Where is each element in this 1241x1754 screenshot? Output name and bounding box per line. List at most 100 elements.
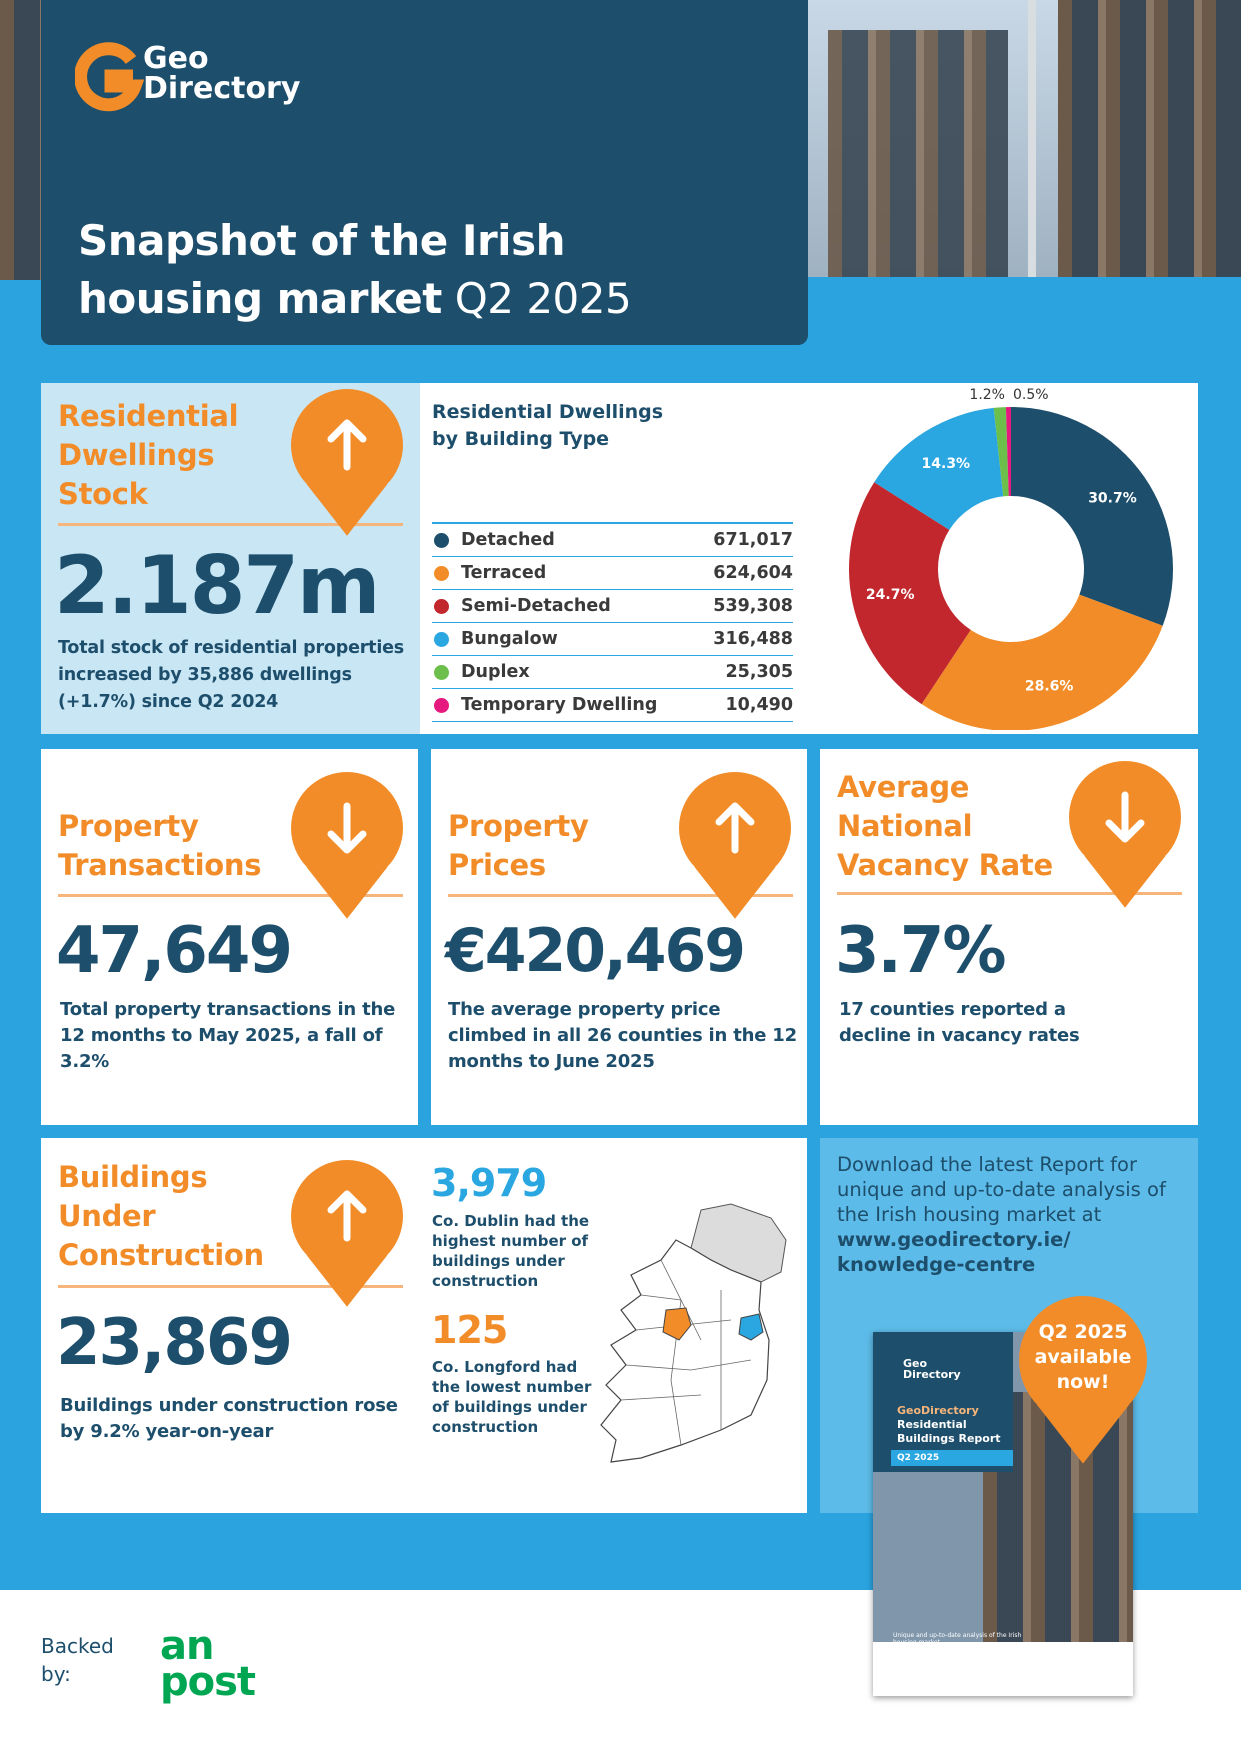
badge-line: Q2 2025 — [1038, 1321, 1128, 1343]
cover-tagline: Unique and up-to-date analysis of the Ir… — [893, 1632, 1022, 1646]
slice-label: 30.7% — [1088, 491, 1137, 507]
lowest-value: 125 — [431, 1308, 508, 1352]
slice-label: 24.7% — [866, 587, 915, 603]
building — [1058, 0, 1241, 277]
title-line: Buildings — [58, 1160, 208, 1194]
card-title: Residential Dwellings Stock — [58, 397, 239, 514]
title-line: Transactions — [58, 848, 262, 882]
slice-label: 28.6% — [1025, 678, 1074, 694]
title-rule — [58, 523, 403, 526]
legend-dot — [434, 566, 449, 581]
card-title: Average National Vacancy Rate — [837, 768, 1053, 885]
donut-slice — [1005, 407, 1011, 497]
title-line: Property — [448, 809, 589, 843]
title-line: Stock — [58, 477, 148, 511]
title-line: Construction — [58, 1238, 264, 1272]
backed-by: Backed by: — [41, 1634, 114, 1686]
card-description: 17 counties reported a decline in vacanc… — [839, 999, 1080, 1046]
legend-count: 316,488 — [713, 629, 793, 649]
slice-label: 0.5% — [1013, 387, 1049, 403]
dublin — [738, 1313, 764, 1341]
title-line: Property — [58, 809, 199, 843]
cover-title: GeoDirectory Residential Buildings Repor… — [897, 1404, 1001, 1446]
card-title: Property Transactions — [58, 807, 261, 885]
legend-label: Bungalow — [461, 629, 558, 649]
legend-label: Terraced — [461, 563, 547, 583]
cover-logo: Geo Directory — [903, 1358, 961, 1380]
stock-value: 2.187m — [54, 539, 380, 632]
period: Q2 2025 — [454, 274, 632, 323]
slice-label: 14.3% — [922, 456, 971, 472]
cover-period: Q2 2025 — [891, 1450, 1013, 1466]
legend-count: 25,305 — [725, 662, 793, 682]
card-description: Total property transactions in the 12 mo… — [60, 999, 396, 1072]
legend-count: 671,017 — [713, 530, 793, 550]
title-line: housing market — [78, 274, 442, 323]
legend-dot — [434, 698, 449, 713]
chart-title: Residential Dwellings by Building Type — [432, 401, 664, 450]
legend-count: 539,308 — [713, 596, 793, 616]
partner-line: an — [160, 1623, 214, 1669]
legend-count: 624,604 — [713, 563, 793, 583]
title-line: Dwellings — [58, 438, 215, 472]
legend-table: Detached 671,017 Terraced 624,604 Semi-Detac… — [432, 522, 793, 722]
partner-line: post — [160, 1659, 256, 1705]
donut-slice — [1011, 407, 1173, 626]
legend-dot — [434, 599, 449, 614]
cover-logo-line: Directory — [903, 1368, 961, 1381]
logo-text: Geo Directory — [143, 44, 300, 104]
donut-slice — [849, 482, 971, 705]
badge-line: available — [1034, 1346, 1132, 1368]
title-rule — [837, 892, 1182, 895]
pole — [1028, 0, 1036, 277]
card-description: Buildings under construction rose by 9.2… — [60, 1395, 398, 1442]
header: Geo Directory Snapshot of the Irish hous… — [41, 0, 808, 345]
building — [828, 30, 1008, 277]
title-rule — [58, 894, 403, 897]
photo — [808, 0, 1241, 277]
title-line: Average — [837, 770, 970, 804]
title-rule — [58, 1285, 403, 1288]
cover-logo-line: Geo — [903, 1357, 928, 1370]
card-value: 23,869 — [56, 1306, 293, 1380]
title-line: Snapshot of the Irish — [78, 216, 565, 265]
legend-dot — [434, 665, 449, 680]
ireland-map — [600, 1203, 787, 1463]
card-value: 3.7% — [835, 914, 1006, 988]
stock-description: Total stock of residential properties in… — [58, 638, 405, 712]
longford — [662, 1307, 692, 1341]
legend-count: 10,490 — [725, 695, 793, 715]
title-line: Under — [58, 1199, 156, 1233]
card-description: The average property price climbed in al… — [448, 999, 797, 1072]
legend-label: Duplex — [461, 662, 530, 682]
partner-logo: an post — [160, 1623, 256, 1705]
badge-line: now! — [1056, 1371, 1110, 1393]
title-line: Residential — [58, 399, 239, 433]
title-rule — [448, 894, 793, 897]
card-value: €420,469 — [445, 916, 746, 986]
legend-row: Semi-Detached 539,308 — [432, 590, 793, 623]
title-line: Prices — [448, 848, 546, 882]
legend-row: Bungalow 316,488 — [432, 623, 793, 656]
promo-copy: Download the latest Report for unique an… — [837, 1153, 1166, 1226]
prices-card: Property Prices €420,469 The average pro… — [431, 749, 807, 1125]
legend-row: Duplex 25,305 — [432, 656, 793, 689]
legend-label: Detached — [461, 530, 555, 550]
promo-text: Download the latest Report for unique an… — [837, 1152, 1167, 1277]
lowest-description: Co. Longford had the lowest number of bu… — [432, 1358, 592, 1436]
title-line2: housing market Q2 2025 — [78, 270, 632, 328]
highest-description: Co. Dublin had the highest number of bui… — [432, 1212, 590, 1290]
card-value: 47,649 — [56, 914, 293, 988]
logo-g — [75, 42, 145, 112]
logo-line: Geo — [143, 41, 209, 76]
legend-row: Detached 671,017 — [432, 524, 793, 557]
legend-row: Temporary Dwelling 10,490 — [432, 689, 793, 722]
donut-slice — [921, 594, 1163, 730]
legend-dot — [434, 533, 449, 548]
promo-link[interactable]: www.geodirectory.ie/ knowledge-centre — [837, 1228, 1071, 1276]
transactions-card: Property Transactions 47,649 Total prope… — [41, 749, 418, 1125]
cover-panel — [873, 1332, 1013, 1472]
cover-title-line: Buildings Report — [897, 1432, 1001, 1445]
legend-dot — [434, 632, 449, 647]
